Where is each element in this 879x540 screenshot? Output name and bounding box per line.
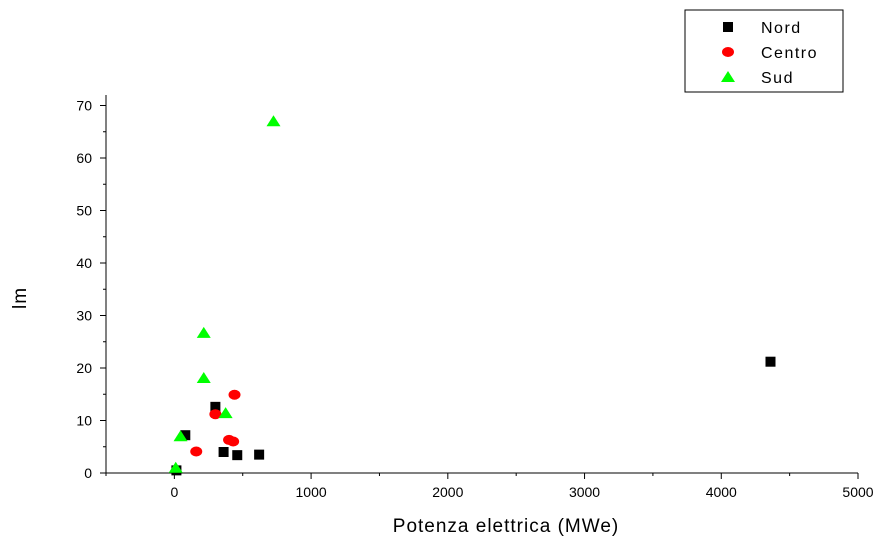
series-sud bbox=[168, 115, 281, 473]
data-point-centro bbox=[228, 389, 241, 400]
y-tick-label: 30 bbox=[76, 308, 92, 324]
data-point-centro bbox=[227, 436, 240, 447]
legend-box bbox=[684, 9, 844, 93]
legend: Nord Centro Sud bbox=[684, 9, 844, 93]
data-point-nord bbox=[180, 430, 191, 441]
y-tick-label: 20 bbox=[76, 360, 92, 376]
legend-marker-nord bbox=[723, 22, 733, 32]
y-tick-label: 0 bbox=[84, 465, 92, 481]
x-tick-label: 0 bbox=[170, 484, 178, 500]
x-tick-label: 2000 bbox=[432, 484, 463, 500]
x-ticks: 0 1000 2000 3000 4000 5000 bbox=[105, 473, 874, 500]
y-tick-label: 60 bbox=[76, 150, 92, 166]
series-nord bbox=[171, 356, 776, 476]
data-point-nord bbox=[232, 450, 243, 461]
y-tick-label: 70 bbox=[76, 98, 92, 114]
data-point-sud bbox=[196, 371, 211, 383]
y-axis-title: lm bbox=[10, 287, 31, 309]
data-point-sud bbox=[266, 115, 281, 127]
legend-items: Nord Centro Sud bbox=[721, 20, 818, 87]
y-ticks: 0 10 20 30 40 50 60 70 bbox=[76, 98, 106, 481]
data-point-sud bbox=[196, 326, 211, 338]
data-point-nord bbox=[218, 447, 229, 457]
data-point-sud bbox=[218, 407, 233, 419]
data-point-sud bbox=[173, 430, 188, 442]
x-tick-label: 5000 bbox=[842, 484, 873, 500]
data-point-sud bbox=[168, 461, 183, 473]
x-tick-label: 3000 bbox=[569, 484, 600, 500]
y-tick-label: 10 bbox=[76, 413, 92, 429]
x-tick-label: 1000 bbox=[296, 484, 327, 500]
data-points bbox=[168, 115, 776, 476]
legend-marker-sud bbox=[721, 71, 735, 82]
y-tick-label: 40 bbox=[76, 255, 92, 271]
data-point-centro bbox=[209, 409, 222, 420]
data-point-nord bbox=[254, 449, 265, 460]
x-tick-label: 4000 bbox=[706, 484, 737, 500]
y-tick-label: 50 bbox=[76, 203, 92, 219]
data-point-nord bbox=[210, 401, 221, 412]
legend-label-nord: Nord bbox=[761, 20, 802, 37]
legend-label-sud: Sud bbox=[761, 70, 794, 87]
data-point-nord bbox=[765, 356, 776, 367]
x-axis-title: Potenza elettrica (MWe) bbox=[393, 516, 619, 537]
legend-label-centro: Centro bbox=[761, 45, 818, 62]
legend-marker-centro bbox=[722, 47, 734, 57]
data-point-centro bbox=[190, 446, 203, 457]
series-centro bbox=[190, 389, 241, 457]
